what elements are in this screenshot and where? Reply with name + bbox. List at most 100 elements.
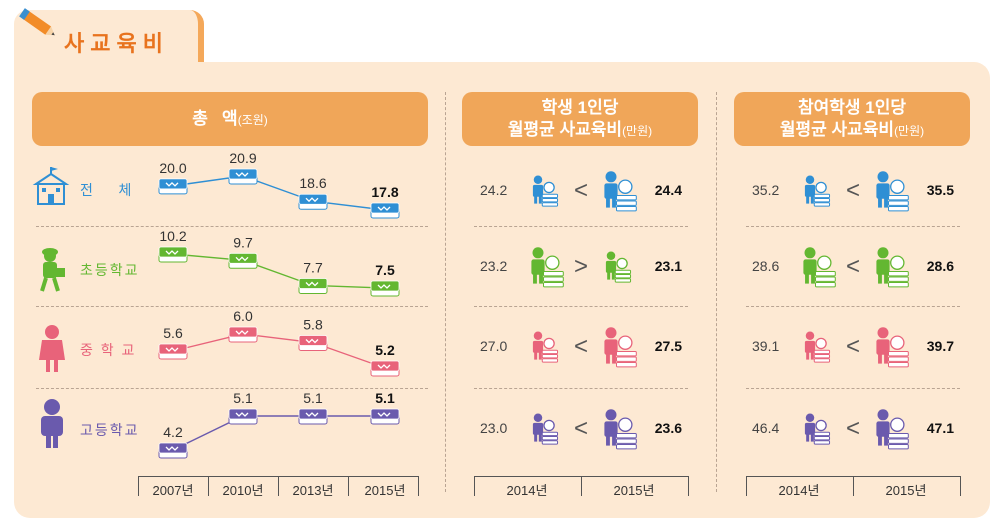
- series-line: [172, 333, 386, 369]
- money-bar: [543, 271, 564, 277]
- money-bar: [888, 362, 909, 368]
- person-leg: [612, 435, 616, 446]
- person-body: [532, 340, 544, 353]
- person-icon: [533, 175, 543, 185]
- money-stack-marker: [158, 246, 188, 263]
- money-bar: [888, 444, 909, 450]
- comparison-symbol: >: [574, 253, 588, 280]
- money-bar: [888, 200, 909, 206]
- series-line: [172, 415, 385, 451]
- person-icon: [805, 331, 815, 341]
- coin-icon: [890, 417, 905, 432]
- money-stack-marker: [228, 326, 258, 343]
- student-money-icon: [604, 171, 637, 212]
- person-icon: [877, 327, 889, 339]
- person-leg: [884, 197, 888, 208]
- money-bar: [888, 206, 909, 212]
- value-2015: 28.6: [927, 258, 954, 274]
- money-bar: [888, 351, 909, 357]
- person-icon: [606, 251, 616, 261]
- won-icon: [377, 364, 391, 369]
- person-icon: [804, 247, 816, 259]
- axis-tick: [474, 476, 475, 496]
- row-divider: [474, 226, 688, 227]
- row-divider: [746, 388, 960, 389]
- row-divider: [746, 226, 960, 227]
- money-bar: [541, 436, 559, 441]
- axis-tick: [853, 476, 854, 496]
- row-divider: [36, 388, 428, 389]
- person-body: [876, 421, 890, 437]
- x-tick-label: 2015년: [613, 483, 655, 498]
- data-label: 5.1: [303, 390, 323, 406]
- coin-icon: [815, 419, 827, 432]
- data-label: 7.7: [303, 259, 323, 275]
- comparison-symbol: <: [574, 177, 588, 204]
- money-stack-marker: [228, 408, 258, 425]
- student-money-icon: [876, 327, 909, 368]
- person-icon: [605, 409, 617, 421]
- money-bar: [616, 206, 637, 212]
- money-bar: [614, 269, 632, 275]
- participant-header-unit: (만원): [894, 123, 925, 138]
- won-icon: [165, 181, 179, 187]
- person-body: [803, 259, 817, 275]
- axis-tick: [138, 476, 139, 496]
- won-icon: [305, 412, 319, 417]
- won-icon: [377, 412, 391, 417]
- series-line: [172, 253, 386, 289]
- comparison-symbol: <: [846, 415, 860, 442]
- money-bar: [888, 433, 909, 439]
- value-2014: 24.2: [480, 182, 507, 198]
- money-stack-marker: [370, 280, 400, 297]
- column-divider-2: [716, 92, 717, 492]
- person-leg: [538, 351, 542, 360]
- value-2015: 39.7: [927, 338, 954, 354]
- comparison-symbol: <: [846, 333, 860, 360]
- person-body: [532, 184, 544, 197]
- person-icon: [877, 247, 889, 259]
- person-icon: [805, 175, 815, 185]
- value-2015: 24.4: [655, 182, 682, 198]
- comparison-symbol: <: [846, 177, 860, 204]
- high-school-student-icon: [41, 399, 63, 448]
- axis-tick: [688, 476, 689, 496]
- money-bar: [541, 431, 559, 437]
- money-bar: [813, 193, 831, 199]
- person-icon: [532, 247, 544, 259]
- money-bar: [616, 433, 637, 439]
- coin-icon: [616, 257, 628, 270]
- coin-icon: [618, 335, 633, 350]
- money-stack-marker: [158, 343, 188, 360]
- coin-icon: [815, 337, 827, 350]
- person-icon: [877, 171, 889, 183]
- axis-tick: [746, 476, 747, 496]
- money-bar: [813, 202, 831, 207]
- data-label: 7.5: [375, 262, 395, 278]
- student-money-icon: [804, 331, 831, 363]
- student-money-icon: [532, 413, 559, 445]
- person-leg: [884, 273, 888, 284]
- row-label-elementary: 초등학교: [80, 262, 140, 278]
- axis-tick: [278, 476, 279, 496]
- money-bar: [813, 198, 831, 203]
- money-bar: [813, 440, 831, 445]
- person-body: [876, 183, 890, 199]
- person-body: [804, 422, 816, 435]
- money-stack-marker: [298, 408, 328, 425]
- won-icon: [305, 281, 319, 287]
- person-leg: [878, 435, 882, 446]
- coin-icon: [618, 417, 633, 432]
- student-money-icon: [604, 327, 637, 368]
- data-label: 4.2: [163, 424, 183, 440]
- data-label: 5.1: [233, 390, 253, 406]
- coin-icon: [543, 419, 555, 432]
- won-icon: [235, 172, 249, 177]
- person-leg: [538, 433, 542, 442]
- row-divider: [36, 226, 428, 227]
- person-leg: [878, 273, 882, 284]
- participant-header-line1: 참여학생 1인당: [797, 97, 907, 117]
- won-icon: [235, 330, 249, 335]
- student-money-icon: [804, 175, 831, 207]
- person-leg: [538, 195, 542, 204]
